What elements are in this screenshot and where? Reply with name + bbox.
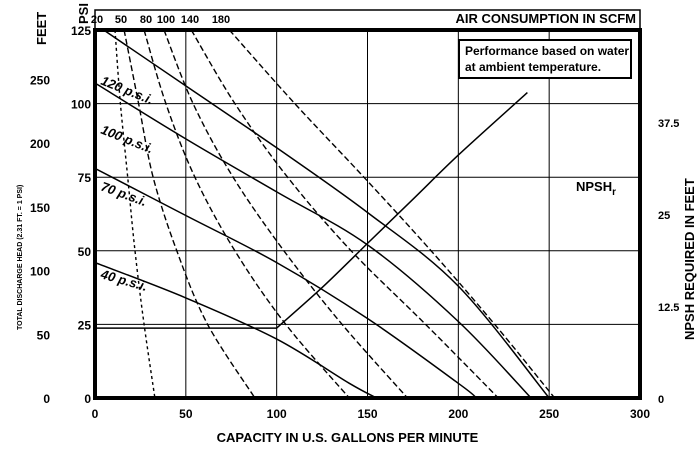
feet-tick-label: 150 bbox=[30, 201, 50, 215]
pressure-curve-label: 100 p.s.i. bbox=[99, 122, 156, 156]
psi-tick-label: 25 bbox=[78, 318, 92, 332]
psi-tick-label: 100 bbox=[71, 98, 91, 112]
right-axis-title: NPSH REQUIRED IN FEET bbox=[682, 178, 697, 340]
feet-axis-note: TOTAL DISCHARGE HEAD (2.31 FT. = 1 PSI) bbox=[17, 185, 24, 330]
psi-tick-label: 50 bbox=[78, 245, 92, 259]
feet-tick-label: 250 bbox=[30, 73, 50, 87]
air-curve-20 bbox=[114, 30, 156, 398]
npsh-label-sub: r bbox=[612, 187, 616, 198]
top-tick-label: 50 bbox=[115, 14, 127, 26]
x-tick-label: 300 bbox=[630, 407, 650, 421]
npsh-curve-group bbox=[95, 92, 528, 329]
air-curve-140 bbox=[190, 30, 499, 398]
air-curves bbox=[114, 30, 556, 398]
psi-tick-label: 75 bbox=[78, 171, 92, 185]
pressure-curve-label: 40 p.s.i. bbox=[98, 266, 149, 294]
feet-tick-label: 0 bbox=[43, 392, 50, 406]
npsh-tick-label: 25 bbox=[658, 210, 670, 222]
pressure-curve-40 bbox=[95, 261, 377, 398]
top-tick-label: 20 bbox=[91, 14, 103, 26]
pressure-curve-70 bbox=[95, 167, 477, 398]
tick-labels: 0 50 100 150 200 250 3000255075100125050100150… bbox=[30, 14, 679, 421]
feet-tick-label: 200 bbox=[30, 137, 50, 151]
npsh-tick-label: 0 bbox=[658, 394, 664, 406]
pressure-curves bbox=[95, 30, 550, 398]
feet-tick-label: 100 bbox=[30, 265, 50, 279]
air-curve-80 bbox=[143, 30, 350, 398]
x-tick-label: 100 bbox=[267, 407, 287, 421]
x-tick-label: 150 bbox=[357, 407, 377, 421]
top-tick-label: 100 bbox=[157, 14, 175, 26]
top-axis-frame bbox=[94, 9, 641, 31]
feet-tick-label: 50 bbox=[37, 328, 51, 342]
pressure-curve-100 bbox=[95, 82, 532, 398]
top-tick-label: 80 bbox=[140, 14, 152, 26]
note-line-1: Performance based on water bbox=[465, 44, 629, 58]
x-tick-label: 50 bbox=[179, 407, 193, 421]
x-axis-title: CAPACITY IN U.S. GALLONS PER MINUTE bbox=[217, 430, 479, 445]
x-tick-label: 0 bbox=[92, 407, 99, 421]
x-tick-label: 200 bbox=[448, 407, 468, 421]
air-curve-100 bbox=[163, 30, 409, 398]
note-border bbox=[458, 39, 632, 79]
npsh-tick-label: 12.5 bbox=[658, 302, 679, 314]
air-curve-50 bbox=[123, 30, 256, 398]
pressure-curve-120 bbox=[102, 30, 550, 398]
psi-axis-title: PSI bbox=[76, 3, 91, 24]
gridlines bbox=[95, 30, 640, 398]
psi-tick-label: 125 bbox=[71, 24, 91, 38]
top-axis-title: AIR CONSUMPTION IN SCFM bbox=[455, 11, 636, 26]
npsh-label: NPSHr bbox=[576, 179, 616, 198]
psi-tick-label: 0 bbox=[84, 392, 91, 406]
note-box: Performance based on water at ambient te… bbox=[458, 39, 632, 79]
top-tick-label: 180 bbox=[212, 14, 230, 26]
air-curve-180 bbox=[228, 30, 556, 398]
x-tick-label: 250 bbox=[539, 407, 559, 421]
npsh-curve bbox=[95, 92, 528, 329]
note-line-2: at ambient temperature. bbox=[465, 60, 601, 74]
npsh-label-main: NPSH bbox=[576, 179, 612, 194]
npsh-tick-label: 37.5 bbox=[658, 118, 679, 130]
feet-axis-title: FEET bbox=[34, 12, 49, 45]
top-tick-label: 140 bbox=[181, 14, 199, 26]
